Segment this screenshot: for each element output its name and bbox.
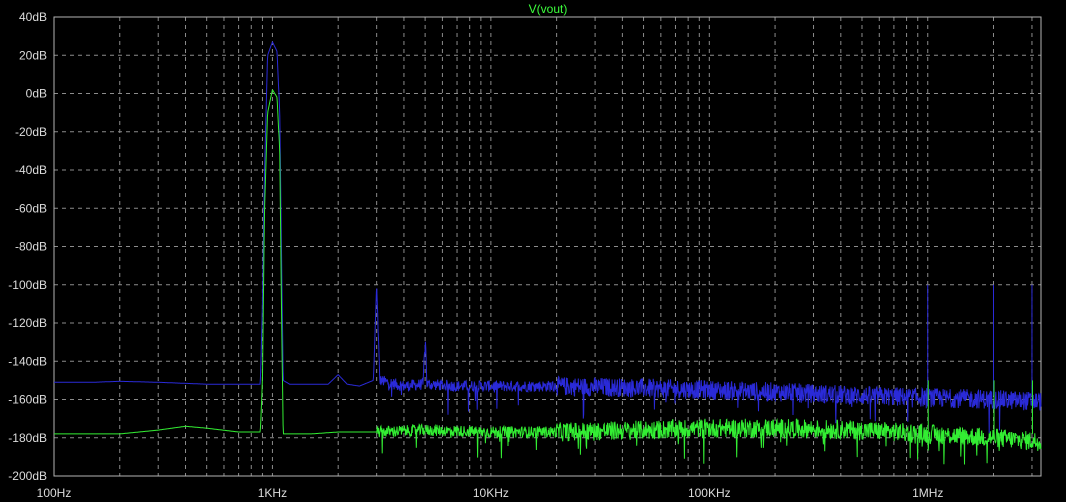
x-tick-label: 1KHz [258, 486, 287, 500]
y-axis-labels: 40dB 20dB 0dB -20dB -40dB -60dB -80dB -100dB -12… [8, 10, 47, 483]
chart-title: V(vout) [529, 2, 568, 16]
y-tick-label: -20dB [15, 125, 47, 139]
y-tick-label: -80dB [15, 240, 47, 254]
y-tick-label: -60dB [15, 201, 47, 215]
y-tick-label: -140dB [8, 354, 47, 368]
series-line-2 [54, 89, 1042, 465]
y-tick-label: -160dB [8, 393, 47, 407]
y-tick-label: -180dB [8, 431, 47, 445]
x-tick-label: 100Hz [37, 486, 72, 500]
x-tick-label: 100KHz [688, 486, 731, 500]
y-tick-label: 40dB [19, 10, 47, 24]
y-tick-label: 0dB [26, 87, 47, 101]
y-tick-label: -100dB [8, 278, 47, 292]
y-tick-label: 20dB [19, 48, 47, 62]
y-tick-label: -200dB [8, 469, 47, 483]
y-tick-label: -120dB [8, 316, 47, 330]
series-line-1 [54, 40, 1042, 434]
plot-frame [53, 16, 1042, 477]
y-tick-label: -40dB [15, 163, 47, 177]
x-tick-label: 1MHz [912, 486, 943, 500]
x-axis-labels: 100Hz 1KHz 10KHz 100KHz 1MHz [37, 486, 944, 500]
series-layer [54, 40, 1042, 465]
x-tick-label: 10KHz [473, 486, 509, 500]
grid-layer [53, 16, 1041, 477]
